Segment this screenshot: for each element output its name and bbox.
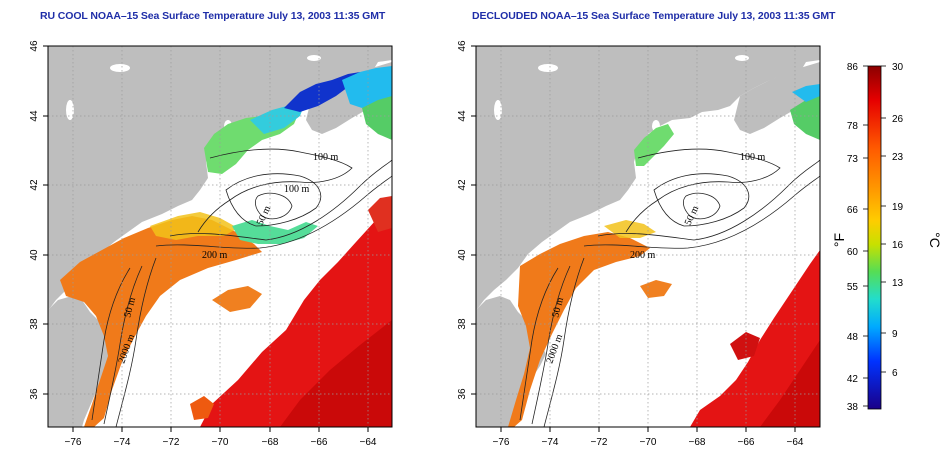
right-sst-orange-offshore — [640, 280, 672, 298]
colorbar-unit-fahrenheit: °F — [831, 233, 847, 247]
colorbar-unit-celsius: °C — [927, 232, 943, 248]
colorbar-f-78: 78 — [847, 121, 859, 132]
colorbar-f-48: 48 — [847, 332, 859, 343]
temperature-colorbar: 86 78 73 66 60 55 48 42 38 30 26 23 19 1… — [831, 62, 943, 413]
right-land-nova-scotia — [734, 62, 820, 134]
left-sst-red-northeast — [368, 196, 392, 232]
left-lat-tick-46: 46 — [29, 40, 40, 52]
left-isobath-label-4: 200 m — [202, 250, 228, 261]
right-lake-1 — [538, 64, 558, 72]
right-lon-tick-66: −66 — [738, 437, 755, 448]
colorbar-f-66: 66 — [847, 205, 859, 216]
left-isobath-label-2: 100 m — [284, 184, 310, 195]
left-sst-green-east — [362, 96, 392, 140]
left-lon-tick-66: −66 — [311, 437, 328, 448]
right-lon-tick-74: −74 — [542, 437, 559, 448]
left-lon-tick-68: −68 — [262, 437, 279, 448]
colorbar-c-30: 30 — [892, 62, 904, 73]
left-lon-tick-64: −64 — [360, 437, 377, 448]
left-lon-tick-70: −70 — [212, 437, 229, 448]
right-lake-4 — [735, 55, 749, 61]
left-isobath-label-1: 100 m — [313, 152, 339, 163]
left-sst-orange-south — [190, 396, 214, 420]
right-lat-tick-36: 36 — [457, 388, 468, 400]
colorbar-c-16: 16 — [892, 240, 904, 251]
right-sst-cyan-east — [792, 84, 820, 102]
left-axis-ticks — [43, 45, 369, 432]
colorbar-gradient — [867, 65, 882, 410]
colorbar-f-42: 42 — [847, 374, 859, 385]
colorbar-c-9: 9 — [892, 329, 898, 340]
right-land-mainland — [476, 46, 820, 310]
left-lon-tick-76: −76 — [65, 437, 82, 448]
colorbar-ticks — [863, 65, 886, 407]
left-lake-1 — [110, 64, 130, 72]
right-sst-gulf-maine-green — [634, 124, 674, 166]
left-map-title: RU COOL NOAA–15 Sea Surface Temperature … — [40, 10, 386, 22]
right-sst-shelf-orange — [508, 232, 650, 427]
right-lon-tick-76: −76 — [493, 437, 510, 448]
right-lat-tick-44: 44 — [457, 110, 468, 122]
left-lat-tick-42: 42 — [29, 179, 40, 191]
left-lat-tick-44: 44 — [29, 110, 40, 122]
right-lon-tick-70: −70 — [640, 437, 657, 448]
left-sst-orange-offshore — [212, 286, 262, 312]
right-lake-2 — [494, 100, 502, 120]
right-lon-tick-72: −72 — [591, 437, 608, 448]
left-sst-warm-southeast-hot — [280, 320, 392, 427]
left-sst-shelf-yellow — [150, 212, 238, 240]
right-sst-map: 100 m 50 m 200 m 50 m 2000 m −76 −74 −72… — [457, 40, 821, 448]
left-lat-tick-40: 40 — [29, 249, 40, 261]
left-sst-cold-blue — [284, 72, 360, 112]
right-sst-warm-southeast — [690, 250, 820, 427]
right-isobath-label-3: 200 m — [630, 250, 656, 261]
right-sst-red-patch — [730, 332, 760, 360]
right-isobath-label-4: 50 m — [550, 296, 566, 319]
right-lat-tick-40: 40 — [457, 249, 468, 261]
left-lat-tick-36: 36 — [29, 388, 40, 400]
right-graticule — [476, 46, 820, 427]
left-lon-tick-72: −72 — [163, 437, 180, 448]
right-lat-tick-42: 42 — [457, 179, 468, 191]
left-isobath-label-5: 50 m — [122, 296, 138, 319]
colorbar-f-60: 60 — [847, 247, 859, 258]
right-sst-green-east — [790, 94, 820, 140]
left-isobaths — [91, 148, 392, 427]
colorbar-f-86: 86 — [847, 62, 859, 73]
right-sst-warm-hot — [760, 340, 820, 427]
colorbar-f-38: 38 — [847, 402, 859, 413]
right-map-title: DECLOUDED NOAA–15 Sea Surface Temperatur… — [472, 10, 836, 22]
right-axis-ticks — [471, 45, 796, 432]
right-lat-tick-38: 38 — [457, 318, 468, 330]
colorbar-c-23: 23 — [892, 152, 904, 163]
right-lon-tick-64: −64 — [787, 437, 804, 448]
left-lon-tick-74: −74 — [114, 437, 131, 448]
right-lat-tick-46: 46 — [457, 40, 468, 52]
left-graticule — [48, 46, 392, 427]
right-isobath-label-1: 100 m — [740, 152, 766, 163]
colorbar-c-19: 19 — [892, 202, 904, 213]
colorbar-c-26: 26 — [892, 114, 904, 125]
colorbar-c-13: 13 — [892, 278, 904, 289]
left-lat-tick-38: 38 — [29, 318, 40, 330]
right-isobaths — [519, 148, 820, 427]
left-lake-2 — [66, 100, 74, 120]
right-lon-tick-68: −68 — [689, 437, 706, 448]
left-sst-cyan-east — [342, 66, 392, 108]
left-sst-shelf-orange — [60, 216, 262, 427]
colorbar-f-73: 73 — [847, 154, 859, 165]
colorbar-c-6: 6 — [892, 368, 898, 379]
left-land-mainland — [48, 46, 392, 310]
colorbar-f-55: 55 — [847, 282, 859, 293]
left-sst-map: 100 m 100 m 50 m 200 m 50 m 2000 m −76 −… — [29, 40, 393, 448]
left-lake-4 — [307, 55, 321, 61]
